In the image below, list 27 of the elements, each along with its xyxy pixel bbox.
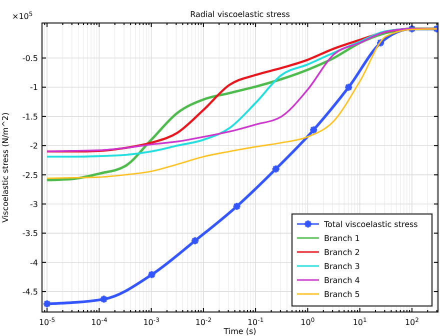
- x-tick-label: 10$^{2}$: [404, 316, 420, 327]
- chart-title: Radial viscoelastic stress: [190, 10, 290, 19]
- legend-label: Branch 5: [324, 290, 360, 299]
- x-tick-label: 10$^{0}$: [300, 316, 315, 327]
- legend-label: Branch 3: [324, 262, 360, 271]
- x-tick-label: 10$^{-5}$: [38, 316, 56, 327]
- y-tick-label: -0.5: [22, 54, 38, 64]
- legend-label: Branch 4: [324, 276, 360, 285]
- y-axis-title: Viscoelastic stress (N/m^2): [1, 112, 10, 223]
- x-tick-label: 10$^{1}$: [352, 316, 368, 327]
- legend-label: Branch 2: [324, 248, 360, 257]
- x-axis-title: Time (s): [222, 327, 256, 336]
- legend-label: Total viscoelastic stress: [323, 220, 418, 229]
- x-tick-label: 10$^{-1}$: [247, 316, 264, 327]
- x-tick-label: 10$^{-4}$: [91, 316, 108, 327]
- text: ×10$^{5}$: [12, 10, 33, 21]
- y-tick-label: -2: [30, 142, 38, 151]
- y-tick-label: -2.5: [22, 170, 38, 180]
- y-tick-label: -1: [30, 83, 38, 92]
- x-tick-label: 10$^{-2}$: [195, 316, 212, 327]
- y-tick-label: -4.5: [22, 288, 38, 297]
- legend-label: Branch 1: [324, 234, 360, 243]
- y-tick-label: -4: [30, 258, 38, 268]
- x-tick-label: 10$^{-3}$: [143, 316, 160, 327]
- y-tick-label: -3: [30, 200, 38, 209]
- y-tick-label: -3.5: [22, 229, 38, 238]
- y-tick-label: -1.5: [22, 112, 38, 122]
